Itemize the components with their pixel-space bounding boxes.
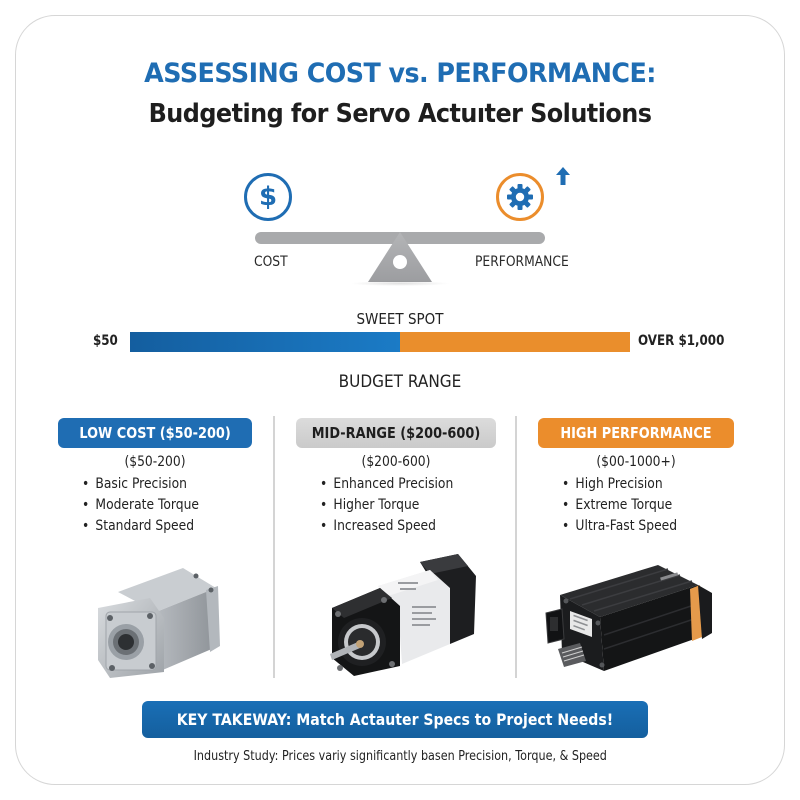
feature-item: Increased Speed (320, 516, 475, 537)
range-max-label: OVER $1,000 (638, 333, 725, 349)
tier-price: ($00-1000+) (596, 454, 676, 470)
feature-item: Extreme Torque (562, 495, 713, 516)
cost-label: COST (254, 254, 288, 270)
feature-item: Higher Torque (320, 495, 475, 516)
title-main: ASSESSING COST vs. PERFORMANCE: (144, 58, 656, 89)
range-min-label: $50 (93, 333, 118, 349)
black-linear-servo-actuator-image (545, 565, 712, 671)
tier-low-cost: LOW COST ($50-200) ($50-200) Basic Preci… (58, 418, 252, 537)
title-subtitle: Budgeting for Servo Actuıter Solutions (148, 99, 652, 129)
industry-study-note: Industry Study: Prices variy significant… (193, 749, 607, 764)
fulcrum-shadow (350, 281, 450, 286)
feature-item: Basic Precision (82, 474, 232, 495)
feature-item: Ultra-Fast Speed (562, 516, 713, 537)
cost-performance-balance: $ (0, 0, 800, 300)
up-arrow-icon (556, 167, 570, 185)
column-divider (515, 416, 517, 678)
range-low-segment (130, 332, 400, 352)
budget-range-label: BUDGET RANGE (338, 372, 462, 392)
tier-features: Basic Precision Moderate Torque Standard… (58, 474, 252, 537)
feature-item: Enhanced Precision (320, 474, 475, 495)
tier-badge: MID-RANGE ($200-600) (296, 418, 496, 448)
feature-item: Moderate Torque (82, 495, 232, 516)
fulcrum-icon (368, 232, 432, 282)
tier-mid-range: MID-RANGE ($200-600) ($200-600) Enhanced… (296, 418, 496, 537)
column-divider (273, 416, 275, 678)
budget-range-bar (130, 332, 630, 352)
gear-icon (496, 173, 544, 221)
tier-badge: HIGH PERFORMANCE (538, 418, 734, 448)
silver-servo-actuator-image (98, 568, 220, 678)
tier-price: ($200-600) (361, 454, 431, 470)
range-high-segment (400, 332, 630, 352)
black-geared-servo-motor-image (330, 554, 476, 676)
feature-item: High Precision (562, 474, 713, 495)
key-takeaway-banner: KEY TAKEWAY: Match Actauter Specs to Pro… (142, 701, 648, 738)
tier-features: High Precision Extreme Torque Ultra-Fast… (538, 474, 734, 537)
tier-high-performance: HIGH PERFORMANCE ($00-1000+) High Precis… (538, 418, 734, 537)
dollar-icon: $ (244, 173, 292, 221)
feature-item: Standard Speed (82, 516, 232, 537)
tier-features: Enhanced Precision Higher Torque Increas… (296, 474, 496, 537)
tier-badge: LOW COST ($50-200) (58, 418, 252, 448)
performance-label: PERFORMANCE (475, 254, 569, 270)
tier-price: ($50-200) (124, 454, 186, 470)
sweet-spot-label: SWEET SPOT (356, 310, 444, 328)
